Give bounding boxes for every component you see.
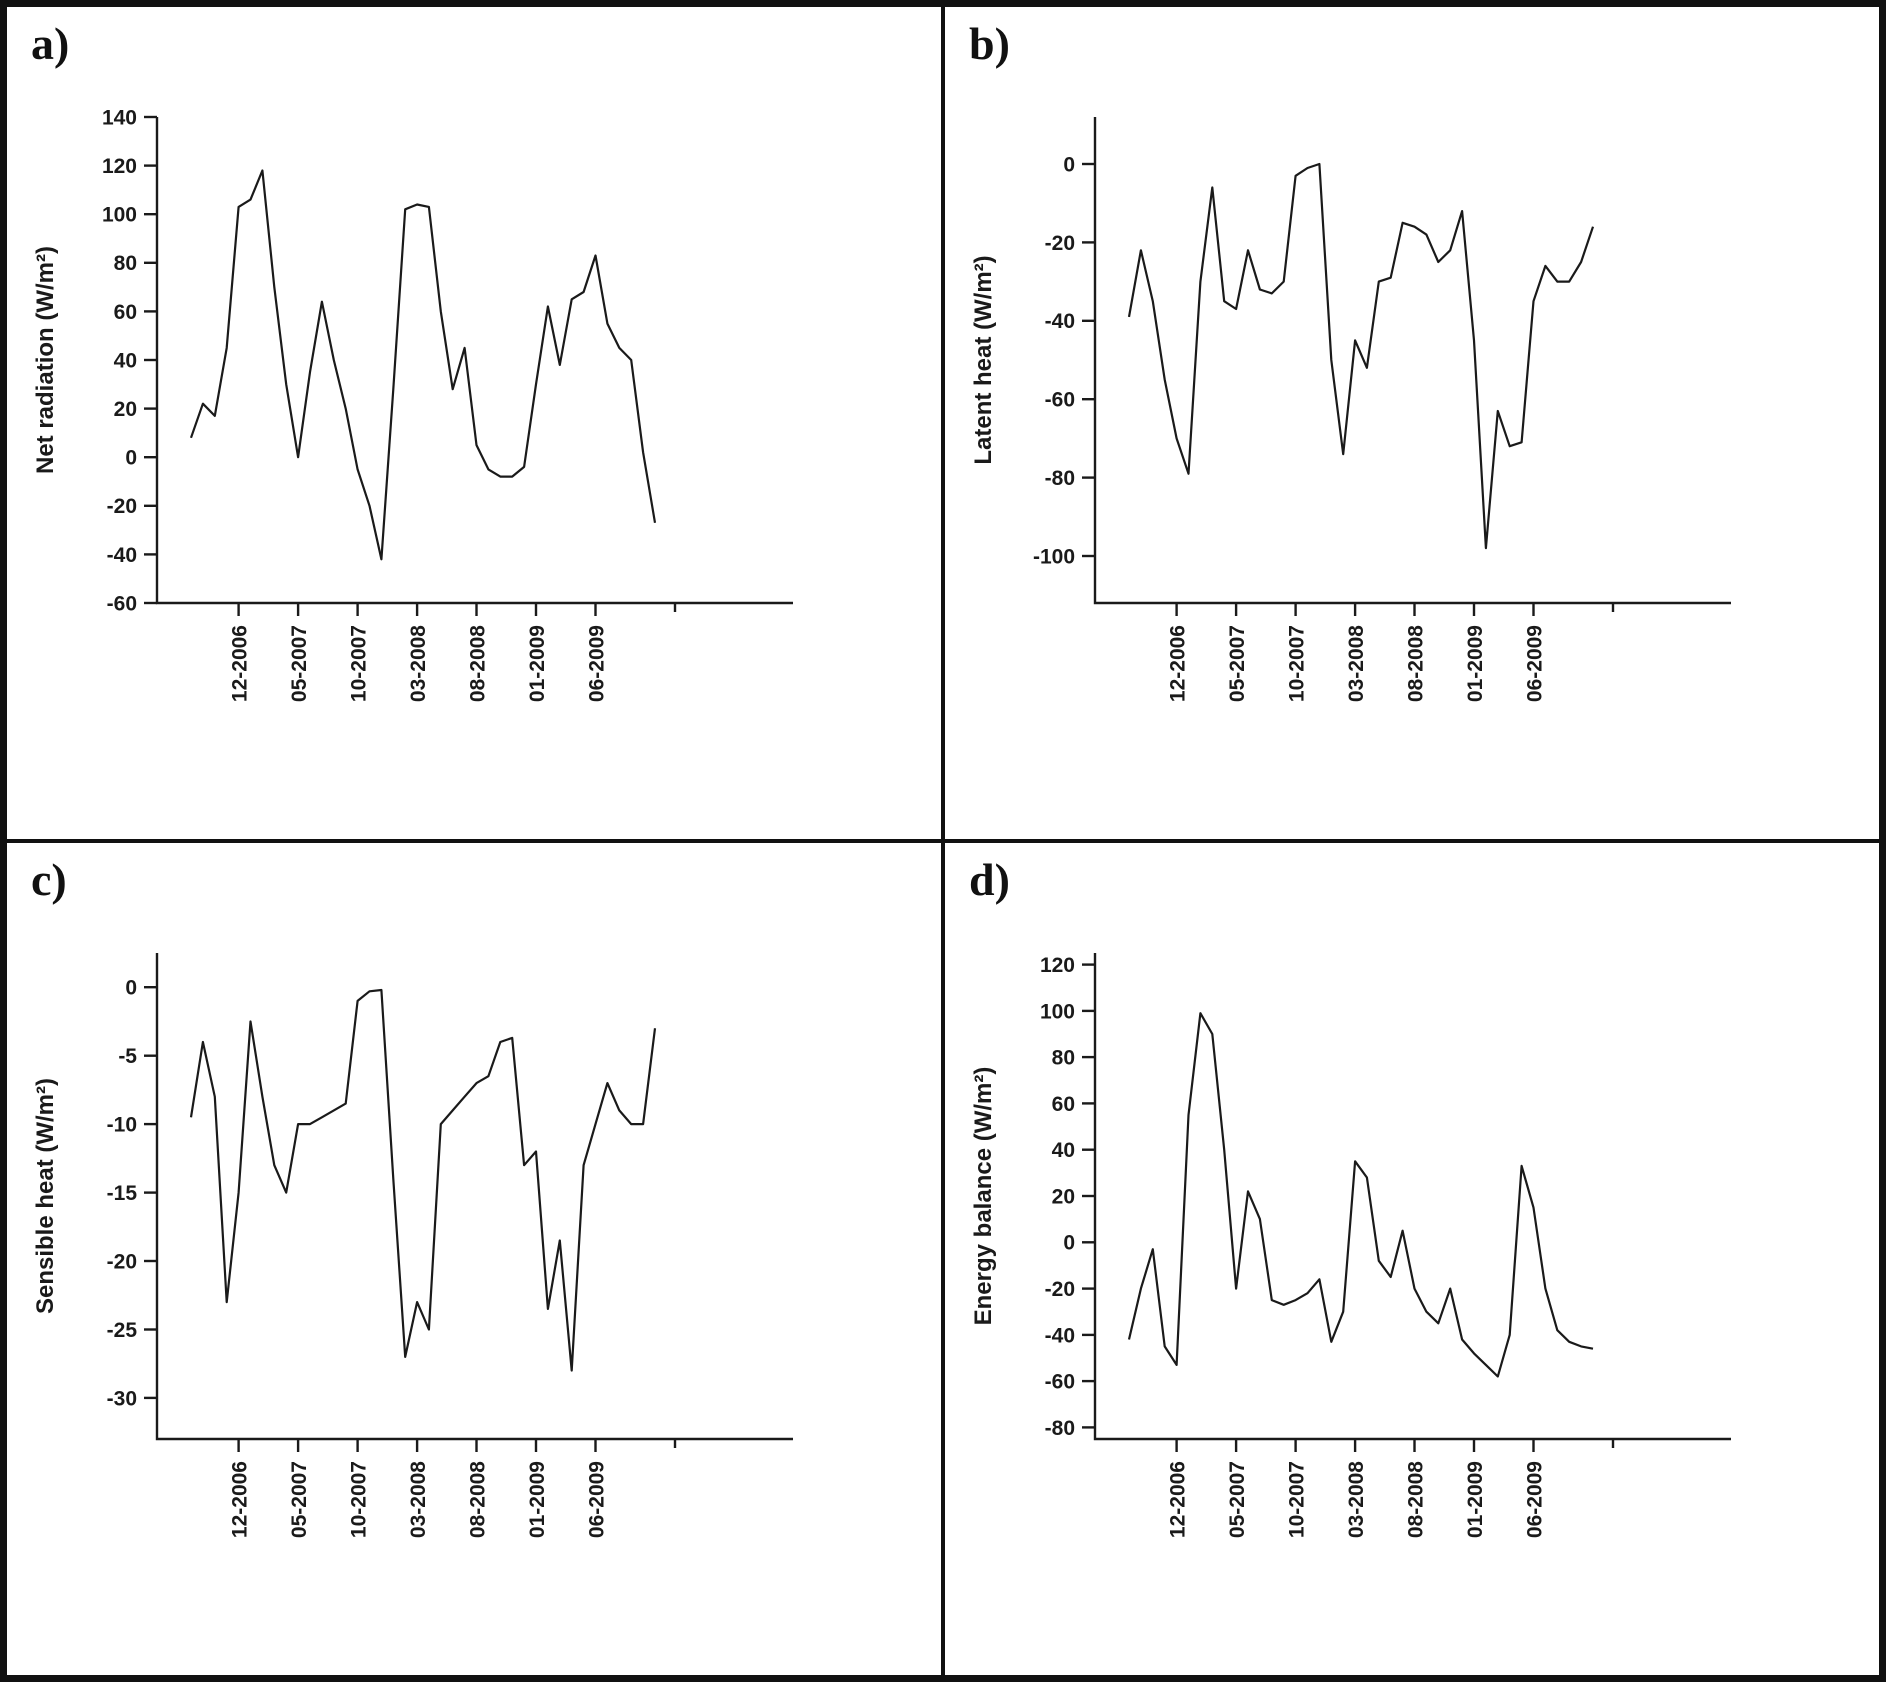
svg-text:-5: -5 bbox=[118, 1045, 137, 1068]
svg-text:08-2008: 08-2008 bbox=[467, 1461, 490, 1538]
panel-b: b) 0 -20 -40 -60 -80 -100 12-2006 05-2007 10-200… bbox=[945, 7, 1879, 839]
svg-text:0: 0 bbox=[1063, 153, 1075, 176]
svg-text:06-2009: 06-2009 bbox=[1524, 1461, 1547, 1538]
svg-text:12-2006: 12-2006 bbox=[1167, 625, 1190, 702]
chart-net-radiation: 140 120 100 80 60 40 20 0 -20 -40 -60 12-2006 05-200… bbox=[32, 106, 793, 702]
svg-text:01-2009: 01-2009 bbox=[1464, 1461, 1487, 1538]
chart-sensible-heat: 0 -5 -10 -15 -20 -25 -30 12-2006 05-2007 10-2007 0… bbox=[32, 953, 793, 1538]
svg-text:03-2008: 03-2008 bbox=[1345, 1461, 1368, 1538]
svg-text:03-2008: 03-2008 bbox=[407, 1461, 430, 1538]
svg-text:-100: -100 bbox=[1033, 545, 1075, 568]
panel-letter-a: a) bbox=[31, 18, 70, 69]
svg-text:-25: -25 bbox=[107, 1319, 138, 1342]
svg-text:10-2007: 10-2007 bbox=[348, 625, 371, 702]
svg-text:01-2009: 01-2009 bbox=[1464, 625, 1487, 702]
svg-text:-10: -10 bbox=[107, 1113, 137, 1136]
svg-text:60: 60 bbox=[114, 301, 137, 324]
svg-text:-20: -20 bbox=[1045, 232, 1075, 255]
svg-text:40: 40 bbox=[114, 349, 137, 372]
svg-text:-80: -80 bbox=[1045, 1417, 1075, 1440]
svg-text:06-2009: 06-2009 bbox=[586, 1461, 609, 1538]
svg-text:12-2006: 12-2006 bbox=[229, 1461, 252, 1538]
svg-text:06-2009: 06-2009 bbox=[586, 625, 609, 702]
svg-text:03-2008: 03-2008 bbox=[1345, 625, 1368, 702]
svg-text:Sensible heat (W/m²): Sensible heat (W/m²) bbox=[32, 1078, 59, 1314]
panel-letter-d: d) bbox=[969, 854, 1010, 905]
svg-text:120: 120 bbox=[1040, 954, 1075, 977]
svg-text:Latent heat (W/m²): Latent heat (W/m²) bbox=[970, 255, 997, 464]
svg-text:-15: -15 bbox=[107, 1182, 138, 1205]
svg-text:-20: -20 bbox=[107, 495, 137, 518]
svg-text:40: 40 bbox=[1052, 1139, 1075, 1162]
svg-text:03-2008: 03-2008 bbox=[407, 625, 430, 702]
panel-a: a) 140 120 100 80 60 40 20 0 -20 -40 -60 12-2006 05-… bbox=[7, 7, 941, 839]
svg-text:12-2006: 12-2006 bbox=[229, 625, 252, 702]
svg-text:20: 20 bbox=[114, 398, 137, 421]
svg-text:100: 100 bbox=[1040, 1000, 1075, 1023]
svg-text:-20: -20 bbox=[1045, 1278, 1075, 1301]
svg-text:08-2008: 08-2008 bbox=[467, 625, 490, 702]
svg-text:140: 140 bbox=[102, 106, 137, 129]
svg-text:-40: -40 bbox=[1045, 310, 1075, 333]
svg-text:05-2007: 05-2007 bbox=[288, 625, 311, 702]
svg-text:20: 20 bbox=[1052, 1185, 1075, 1208]
svg-text:-60: -60 bbox=[1045, 389, 1075, 412]
svg-text:Net radiation (W/m²): Net radiation (W/m²) bbox=[32, 246, 59, 474]
svg-text:-30: -30 bbox=[107, 1387, 137, 1410]
svg-text:-40: -40 bbox=[107, 544, 137, 567]
svg-text:80: 80 bbox=[114, 252, 137, 275]
panel-d: d) 120 100 80 60 40 20 0 -20 -40 -60 -80 12-2006 05-… bbox=[945, 843, 1879, 1675]
svg-text:60: 60 bbox=[1052, 1093, 1075, 1116]
chart-latent-heat: 0 -20 -40 -60 -80 -100 12-2006 05-2007 10-2007 03… bbox=[970, 117, 1731, 702]
svg-text:06-2009: 06-2009 bbox=[1524, 625, 1547, 702]
svg-text:01-2009: 01-2009 bbox=[526, 1461, 549, 1538]
svg-text:120: 120 bbox=[102, 155, 137, 178]
svg-text:-60: -60 bbox=[107, 592, 137, 615]
panel-c: c) 0 -5 -10 -15 -20 -25 -30 12-2006 05-2007 10-20… bbox=[7, 843, 941, 1675]
svg-text:0: 0 bbox=[125, 447, 137, 470]
svg-text:05-2007: 05-2007 bbox=[1226, 1461, 1249, 1538]
svg-text:0: 0 bbox=[1063, 1232, 1075, 1255]
svg-text:100: 100 bbox=[102, 204, 137, 227]
svg-text:-20: -20 bbox=[107, 1250, 137, 1273]
svg-text:05-2007: 05-2007 bbox=[1226, 625, 1249, 702]
svg-text:Energy balance (W/m²): Energy balance (W/m²) bbox=[970, 1067, 997, 1326]
svg-text:0: 0 bbox=[125, 977, 137, 1000]
svg-text:10-2007: 10-2007 bbox=[1286, 1461, 1309, 1538]
svg-text:-60: -60 bbox=[1045, 1370, 1075, 1393]
svg-text:10-2007: 10-2007 bbox=[1286, 625, 1309, 702]
svg-text:01-2009: 01-2009 bbox=[526, 625, 549, 702]
svg-text:08-2008: 08-2008 bbox=[1405, 625, 1428, 702]
svg-text:05-2007: 05-2007 bbox=[288, 1461, 311, 1538]
svg-text:12-2006: 12-2006 bbox=[1167, 1461, 1190, 1538]
panel-letter-b: b) bbox=[969, 18, 1010, 69]
svg-text:-40: -40 bbox=[1045, 1324, 1075, 1347]
svg-text:80: 80 bbox=[1052, 1046, 1075, 1069]
svg-text:10-2007: 10-2007 bbox=[348, 1461, 371, 1538]
svg-text:08-2008: 08-2008 bbox=[1405, 1461, 1428, 1538]
panel-letter-c: c) bbox=[31, 854, 67, 905]
chart-energy-balance: 120 100 80 60 40 20 0 -20 -40 -60 -80 12-2006 05-200… bbox=[970, 953, 1731, 1538]
svg-text:-80: -80 bbox=[1045, 467, 1075, 490]
